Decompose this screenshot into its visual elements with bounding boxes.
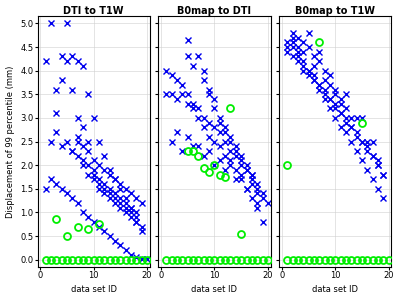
Title: B0map to T1W: B0map to T1W: [295, 6, 375, 16]
X-axis label: data set ID: data set ID: [71, 285, 117, 294]
Title: DTI to T1W: DTI to T1W: [63, 6, 124, 16]
X-axis label: data set ID: data set ID: [192, 285, 238, 294]
Title: B0map to DTI: B0map to DTI: [178, 6, 252, 16]
X-axis label: data set ID: data set ID: [312, 285, 358, 294]
Y-axis label: Displacement of 99 percentile (mm): Displacement of 99 percentile (mm): [6, 65, 14, 218]
